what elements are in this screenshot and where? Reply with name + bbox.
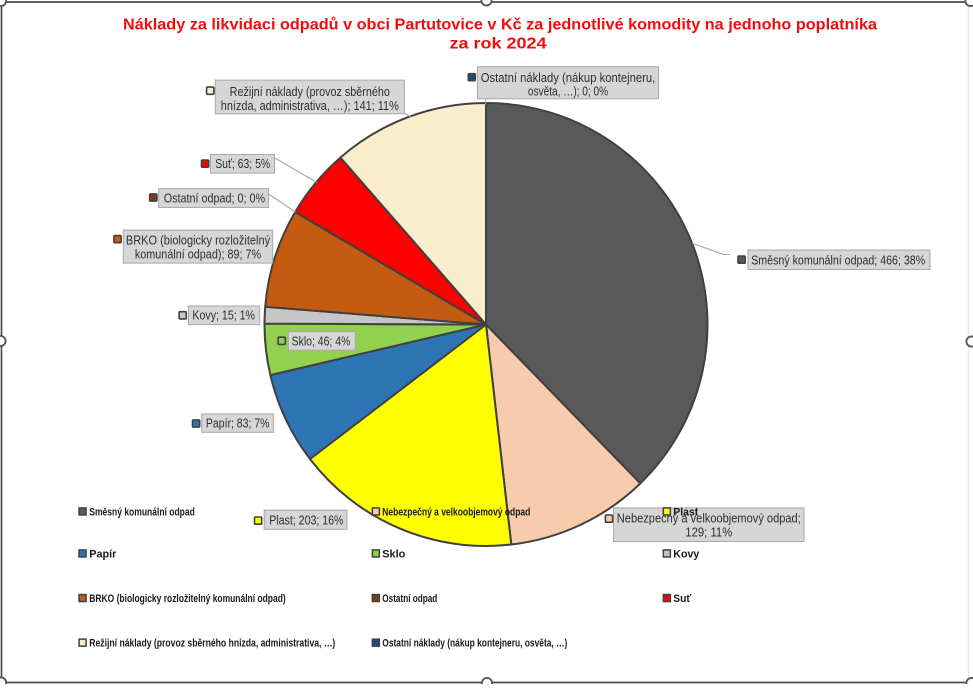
- svg-text:Plast: Plast: [673, 506, 698, 518]
- svg-text:BRKO (biologicky rozložitelný: BRKO (biologicky rozložitelný: [126, 232, 271, 247]
- svg-text:Sklo; 46; 4%: Sklo; 46; 4%: [292, 333, 351, 348]
- svg-text:129; 11%: 129; 11%: [685, 525, 732, 540]
- svg-text:Ostatní náklady (nákup kontejn: Ostatní náklady (nákup kontejneru, osvět…: [382, 638, 567, 650]
- svg-text:Papír; 83; 7%: Papír; 83; 7%: [206, 415, 270, 430]
- svg-text:Nebezpečný a velkoobjemový odp: Nebezpečný a velkoobjemový odpad: [382, 506, 530, 518]
- svg-text:Nebezpečný a velkoobjemový odp: Nebezpečný a velkoobjemový odpad;: [617, 511, 801, 526]
- svg-text:Režijní náklady (provoz sběrné: Režijní náklady (provoz sběrného: [230, 84, 390, 99]
- svg-text:komunální odpad); 89; 7%: komunální odpad); 89; 7%: [135, 247, 261, 262]
- svg-text:Plast; 203; 16%: Plast; 203; 16%: [269, 512, 343, 527]
- svg-text:Suť; 63; 5%: Suť; 63; 5%: [215, 156, 270, 171]
- svg-text:Papír: Papír: [89, 548, 117, 560]
- svg-text:Sklo: Sklo: [382, 548, 405, 560]
- svg-text:BRKO (biologicky rozložitelný: BRKO (biologicky rozložitelný komunální …: [89, 593, 286, 605]
- svg-text:Kovy; 15; 1%: Kovy; 15; 1%: [192, 308, 255, 323]
- svg-text:za rok 2024: za rok 2024: [450, 36, 548, 53]
- svg-text:Směsný komunální odpad; 466; 3: Směsný komunální odpad; 466; 38%: [751, 252, 925, 267]
- svg-text:Směsný komunální odpad: Směsný komunální odpad: [89, 506, 195, 518]
- svg-text:Náklady za likvidaci odpadů v: Náklady za likvidaci odpadů v obci Partu…: [123, 17, 878, 34]
- svg-text:hnízda, administrativa, …); 14: hnízda, administrativa, …); 141; 11%: [221, 98, 399, 113]
- svg-text:Ostatní odpad; 0; 0%: Ostatní odpad; 0; 0%: [164, 191, 265, 206]
- svg-text:Ostatní náklady (nákup kontejn: Ostatní náklady (nákup kontejneru,: [481, 70, 656, 85]
- svg-text:Kovy: Kovy: [673, 548, 700, 560]
- svg-text:Režijní náklady (provoz sběrné: Režijní náklady (provoz sběrného hnízda,…: [89, 638, 335, 650]
- svg-text:osvěta, …); 0; 0%: osvěta, …); 0; 0%: [528, 83, 608, 98]
- svg-text:Suť: Suť: [673, 593, 692, 605]
- svg-text:Ostatní odpad: Ostatní odpad: [382, 593, 437, 605]
